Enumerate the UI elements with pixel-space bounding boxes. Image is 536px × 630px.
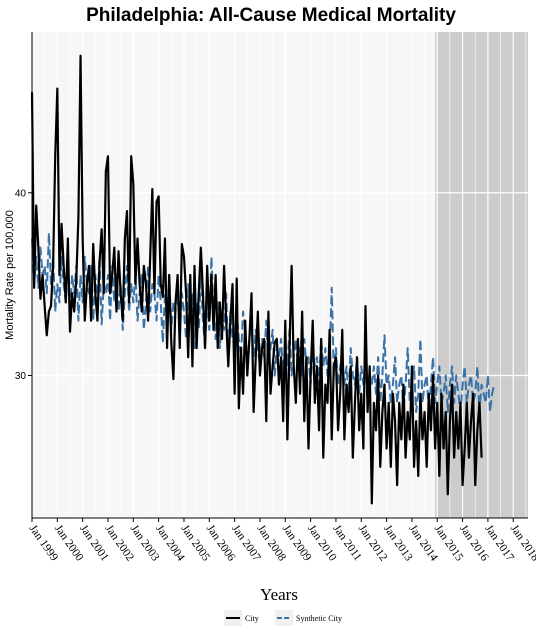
y-tick-labels: 30 40 — [15, 188, 32, 382]
y-tick-label: 40 — [15, 188, 27, 199]
x-axis-label: Years — [260, 585, 298, 604]
chart-title: Philadelphia: All-Cause Medical Mortalit… — [86, 5, 456, 26]
axes — [31, 32, 528, 519]
legend: City Synthetic City — [224, 610, 342, 626]
series-line-city — [30, 54, 483, 505]
series-line-synthetic-city — [31, 231, 496, 414]
y-axis-label: Mortality Rate per 100,000 — [4, 210, 16, 340]
y-tick-label: 30 — [15, 371, 27, 382]
series-layer — [30, 54, 496, 505]
legend-label-synthetic-city: Synthetic City — [296, 614, 342, 623]
legend-label-city: City — [245, 614, 259, 623]
